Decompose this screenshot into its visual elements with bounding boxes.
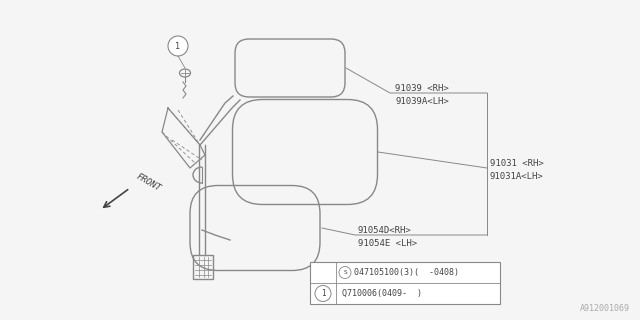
Text: FRONT: FRONT [135,172,163,194]
Text: 1: 1 [321,289,325,298]
Circle shape [315,285,331,301]
Text: S: S [343,270,347,275]
Circle shape [168,36,188,56]
Bar [310,262,500,304]
Text: 047105100(3)(  -0408): 047105100(3)( -0408) [354,268,459,277]
Text: 91054D<RH>: 91054D<RH> [358,226,412,235]
Text: 1: 1 [175,42,180,51]
Text: 91039A<LH>: 91039A<LH> [395,97,449,106]
Text: A912001069: A912001069 [580,304,630,313]
Text: Q710006(0409-  ): Q710006(0409- ) [342,289,422,298]
Text: 91039 <RH>: 91039 <RH> [395,84,449,92]
Text: 91031 <RH>: 91031 <RH> [490,158,544,167]
Text: 91031A<LH>: 91031A<LH> [490,172,544,180]
Bar [193,255,213,279]
Circle shape [339,267,351,278]
Text: 91054E <LH>: 91054E <LH> [358,238,417,247]
